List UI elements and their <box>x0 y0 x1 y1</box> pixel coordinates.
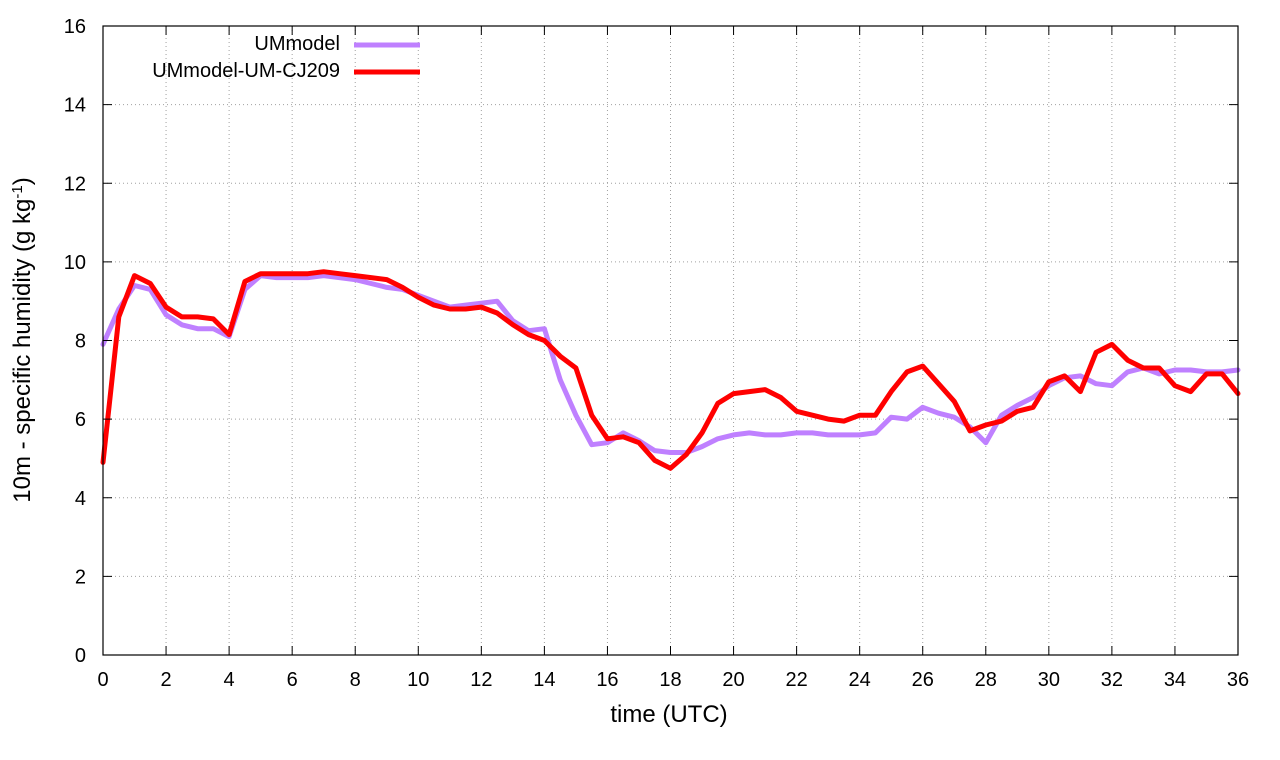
y-axis-label-tail: ) <box>9 177 36 185</box>
legend: UMmodel UMmodel-UM-CJ209 <box>152 33 420 82</box>
x-tick-label: 36 <box>1227 669 1249 691</box>
x-tick-label: 16 <box>596 669 618 691</box>
x-tick-label: 22 <box>785 669 807 691</box>
y-tick-label: 12 <box>64 173 86 195</box>
legend-label-ummodel: UMmodel <box>254 33 340 55</box>
legend-label-ummodel-um-cj209: UMmodel-UM-CJ209 <box>152 60 340 82</box>
y-tick-label: 8 <box>75 331 86 353</box>
x-tick-label: 20 <box>722 669 744 691</box>
y-tick-label: 14 <box>64 95 86 117</box>
y-tick-label: 6 <box>75 409 86 431</box>
x-tick-label: 30 <box>1038 669 1060 691</box>
y-axis-label-superscript: -1 <box>9 185 26 198</box>
axis-ticks <box>102 25 1239 656</box>
y-tick-label: 2 <box>75 566 86 588</box>
legend-entry-ummodel-um-cj209: UMmodel-UM-CJ209 <box>152 60 420 82</box>
y-tick-label: 10 <box>64 252 86 274</box>
grid-lines <box>103 26 1238 655</box>
series-layer <box>100 269 1241 471</box>
x-tick-label: 8 <box>350 669 361 691</box>
y-tick-label: 0 <box>75 645 86 667</box>
x-tick-labels: 0 2 4 6 8 10 12 14 16 18 20 22 24 26 28 30 32 34 36 <box>97 669 1249 691</box>
x-tick-label: 2 <box>160 669 171 691</box>
y-tick-label: 4 <box>75 488 86 510</box>
x-tick-label: 24 <box>849 669 871 691</box>
x-tick-label: 4 <box>224 669 235 691</box>
x-tick-label: 28 <box>975 669 997 691</box>
y-tick-labels: 0 2 4 6 8 10 12 14 16 <box>64 16 86 667</box>
x-tick-label: 18 <box>659 669 681 691</box>
x-tick-label: 14 <box>533 669 555 691</box>
x-axis-label: time (UTC) <box>610 701 727 728</box>
x-tick-label: 6 <box>287 669 298 691</box>
x-tick-label: 0 <box>97 669 108 691</box>
legend-entry-ummodel: UMmodel <box>254 33 420 55</box>
y-axis-label-main: 10m - specific humidity (g kg <box>9 199 36 503</box>
x-tick-label: 34 <box>1164 669 1186 691</box>
series-line-ummodel-um-cj209 <box>100 269 1241 471</box>
x-tick-label: 10 <box>407 669 429 691</box>
y-axis-label: 10m - specific humidity (g kg-1) <box>9 177 37 502</box>
x-tick-label: 32 <box>1101 669 1123 691</box>
y-tick-label: 16 <box>64 16 86 38</box>
x-tick-label: 12 <box>470 669 492 691</box>
x-tick-label: 26 <box>912 669 934 691</box>
